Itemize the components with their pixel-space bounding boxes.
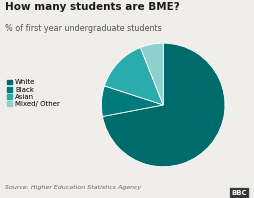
Wedge shape <box>104 48 163 105</box>
Text: Source: Higher Education Statistics Agency: Source: Higher Education Statistics Agen… <box>5 185 141 190</box>
Wedge shape <box>102 43 224 167</box>
Text: How many students are BME?: How many students are BME? <box>5 2 179 12</box>
Legend: White, Black, Asian, Mixed/ Other: White, Black, Asian, Mixed/ Other <box>6 79 60 108</box>
Text: % of first year undergraduate students: % of first year undergraduate students <box>5 24 161 33</box>
Wedge shape <box>101 86 163 116</box>
Text: BBC: BBC <box>231 190 246 196</box>
Wedge shape <box>140 43 163 105</box>
